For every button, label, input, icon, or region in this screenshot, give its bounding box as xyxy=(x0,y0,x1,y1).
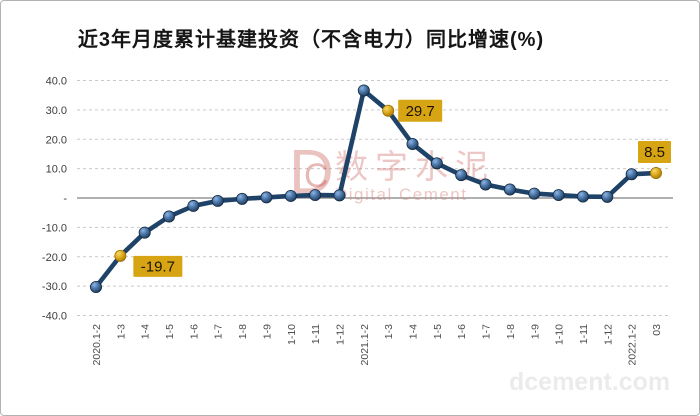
highlighted-data-point-marker xyxy=(114,249,127,262)
x-axis-tick-label: 1-7 xyxy=(481,324,493,339)
data-point-marker xyxy=(309,189,322,202)
data-point-marker xyxy=(406,137,419,150)
data-point-marker xyxy=(90,281,103,294)
data-point-marker xyxy=(552,189,565,202)
y-axis-tick-label: 40.0 xyxy=(46,76,67,88)
data-point-marker xyxy=(455,169,468,182)
data-point-marker xyxy=(503,183,516,196)
x-axis-tick-label: 2020.1-2 xyxy=(91,324,103,366)
y-axis-tick-label: 10.0 xyxy=(46,164,67,176)
x-axis-tick-label: 1-4 xyxy=(140,324,152,339)
data-point-marker xyxy=(236,192,249,205)
data-point-marker xyxy=(528,187,541,200)
data-label-box xyxy=(398,99,443,122)
x-axis-tick-label: 1-5 xyxy=(164,324,176,339)
y-axis-tick-label: -20.0 xyxy=(42,252,67,264)
x-axis-tick-label: 1-12 xyxy=(334,324,346,345)
x-axis-tick-label: 1-12 xyxy=(602,324,614,345)
data-point-marker xyxy=(211,194,224,207)
x-axis-tick-label: 1-11 xyxy=(578,324,590,344)
data-label-text: -19.7 xyxy=(141,258,175,275)
data-point-marker xyxy=(430,157,443,170)
data-point-marker xyxy=(187,199,200,212)
x-axis-tick-label: 2022.1-2 xyxy=(627,324,639,366)
data-point-marker xyxy=(479,178,492,191)
x-axis-tick-label: 1-11 xyxy=(310,324,322,344)
x-axis-tick-label: 03 xyxy=(651,324,663,336)
x-axis-tick-label: 1-10 xyxy=(554,324,566,345)
data-point-marker xyxy=(357,84,370,97)
y-axis-tick-label: 30.0 xyxy=(46,105,67,117)
x-axis-tick-label: 1-5 xyxy=(432,324,444,339)
data-label-box xyxy=(133,255,183,277)
highlighted-data-point-marker xyxy=(650,167,663,180)
y-axis-tick-label: - xyxy=(63,193,67,205)
data-point-marker xyxy=(625,168,638,181)
data-point-marker xyxy=(601,190,614,203)
data-label-text: 29.7 xyxy=(406,103,435,120)
x-axis-tick-label: 1-10 xyxy=(286,324,298,345)
y-axis-tick-label: -40.0 xyxy=(42,311,67,323)
x-axis-tick-label: 2021.1-2 xyxy=(359,324,371,366)
x-axis-tick-label: 1-7 xyxy=(213,324,225,339)
x-axis-tick-label: 1-9 xyxy=(529,324,541,339)
watermark-en-text: Digital Cement xyxy=(335,185,468,204)
x-axis-tick-label: 1-9 xyxy=(261,324,273,339)
x-axis-tick-label: 1-8 xyxy=(505,324,517,339)
y-axis-tick-label: -10.0 xyxy=(42,222,67,234)
data-label-box xyxy=(638,141,671,164)
data-point-marker xyxy=(163,210,176,223)
data-point-marker xyxy=(284,189,297,202)
x-axis-tick-label: 1-6 xyxy=(188,324,200,339)
data-point-marker xyxy=(333,189,346,202)
watermark-logo-c-letter: C xyxy=(304,157,329,195)
x-axis-tick-label: 1-3 xyxy=(383,324,395,339)
watermark-url-text: dcement.com xyxy=(509,368,670,396)
x-axis-tick-label: 1-4 xyxy=(408,324,420,339)
highlighted-data-point-marker xyxy=(382,104,395,117)
chart-title: 近3年月度累计基建投资（不含电力）同比增速(%) xyxy=(77,29,545,51)
x-axis-tick-label: 1-8 xyxy=(237,324,249,339)
y-axis-tick-label: -30.0 xyxy=(42,281,67,293)
data-label-text: 8.5 xyxy=(644,144,665,161)
x-axis-tick-label: 1-3 xyxy=(115,324,127,339)
data-point-marker xyxy=(138,226,151,239)
x-axis-tick-label: 1-6 xyxy=(456,324,468,339)
data-point-marker xyxy=(260,191,273,204)
y-axis-tick-label: 20.0 xyxy=(46,134,67,146)
data-point-marker xyxy=(576,190,589,203)
